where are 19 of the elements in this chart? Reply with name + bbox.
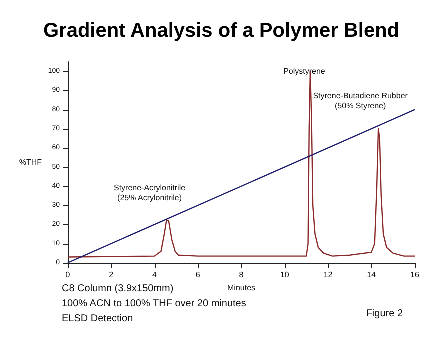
x-tick-label: 16 [410, 270, 420, 280]
annotation: Styrene-Butadiene Rubber (50% Styrene) [313, 92, 408, 110]
caption: Figure 2 [366, 308, 404, 320]
x-tick-label: 14 [367, 270, 377, 280]
y-axis-title: %THF [19, 158, 42, 167]
x-axis-title: Minutes [227, 283, 256, 292]
text: C8 Column (3.9x150mm) [62, 284, 174, 294]
x-tick-label: 10 [280, 270, 290, 280]
x-tick-label: 0 [66, 270, 71, 280]
text: ELSD Detection [62, 314, 134, 324]
x-tick-label: 8 [239, 270, 244, 280]
chart-title: Gradient Analysis of a Polymer Blend [43, 20, 400, 42]
x-tick-label: 12 [324, 270, 334, 280]
annotation: Styrene-Acrylonitrile (25% Acrylonitrile) [114, 183, 186, 202]
x-tick-label: 4 [152, 270, 158, 280]
text: 100% ACN to 100% THF over 20 minutes [62, 298, 246, 310]
annotation: Polystyrene [284, 67, 326, 76]
x-tick-label: 6 [196, 270, 201, 280]
x-tick-label: 2 [109, 270, 114, 280]
